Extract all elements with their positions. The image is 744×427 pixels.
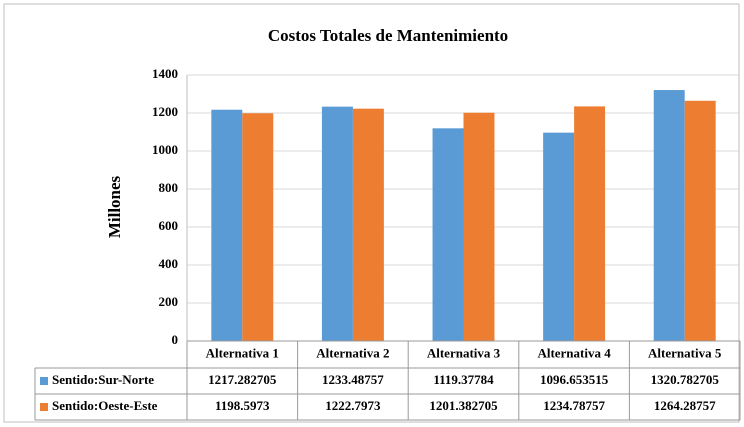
y-tick-label: 1400 [152, 66, 178, 81]
y-tick-label: 0 [172, 332, 179, 347]
y-axis-label: Millones [105, 175, 124, 238]
bar [242, 113, 274, 341]
table-cell: 1119.37784 [433, 372, 494, 387]
bar [574, 106, 606, 342]
y-tick-label: 200 [159, 294, 179, 309]
y-tick-label: 1200 [152, 104, 178, 119]
legend-key [40, 377, 48, 385]
y-tick-label: 800 [159, 180, 179, 195]
table-cell: 1320.782705 [651, 372, 720, 387]
table-cell: 1222.7973 [325, 398, 381, 413]
legend-label: Sentido:Oeste-Este [52, 398, 158, 413]
table-cell: 1198.5973 [215, 398, 270, 413]
table-cell: 1217.282705 [208, 372, 277, 387]
bar [211, 109, 243, 342]
x-tick-label: Alternativa 5 [648, 345, 722, 360]
table-cell: 1264.28757 [654, 398, 716, 413]
bar [463, 112, 495, 341]
bar [684, 100, 716, 341]
bar [653, 90, 685, 341]
y-tick-label: 400 [159, 256, 179, 271]
bar [321, 106, 353, 341]
table-cell: 1096.653515 [540, 372, 609, 387]
x-tick-label: Alternativa 4 [537, 345, 611, 360]
chart-title: Costos Totales de Mantenimiento [268, 26, 508, 45]
bar [432, 128, 464, 341]
table-cell: 1233.48757 [322, 372, 384, 387]
x-tick-label: Alternativa 2 [316, 345, 389, 360]
bar [543, 132, 575, 341]
bar [352, 108, 384, 341]
table-cell: 1201.382705 [429, 398, 498, 413]
x-tick-label: Alternativa 3 [427, 345, 501, 360]
y-tick-label: 1000 [152, 142, 178, 157]
legend-label: Sentido:Sur-Norte [52, 372, 154, 387]
y-tick-label: 600 [159, 218, 179, 233]
x-tick-label: Alternativa 1 [206, 345, 279, 360]
legend-key [40, 403, 48, 411]
table-cell: 1234.78757 [543, 398, 605, 413]
